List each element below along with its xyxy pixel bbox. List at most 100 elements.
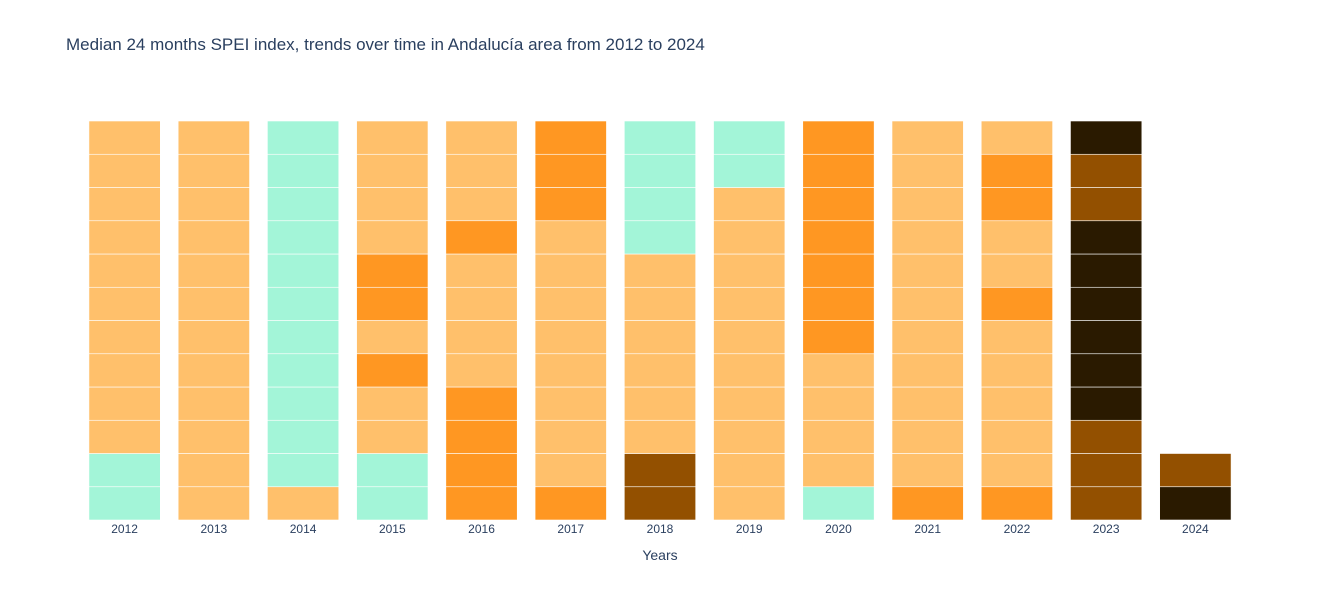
bar-segment-2021-4[interactable] [891,386,964,421]
bar-segment-2023-3[interactable] [1070,419,1143,454]
bar-segment-2013-2[interactable] [177,453,250,488]
bar-segment-2019-10[interactable] [713,187,786,222]
bar-segment-2017-1[interactable] [534,486,607,521]
bar-segment-2021-5[interactable] [891,353,964,388]
bar-segment-2020-9[interactable] [802,220,875,255]
bar-segment-2018-10[interactable] [624,187,696,222]
bar-segment-2023-11[interactable] [1070,153,1143,188]
bar-segment-2022-3[interactable] [980,419,1053,454]
bar-segment-2016-12[interactable] [445,120,518,155]
bar-segment-2019-7[interactable] [713,286,786,321]
bar-segment-2014-9[interactable] [267,220,340,255]
bar-segment-2019-1[interactable] [713,486,786,521]
bar-segment-2020-3[interactable] [802,419,875,454]
bar-segment-2017-11[interactable] [534,153,607,188]
bar-segment-2012-11[interactable] [88,153,161,188]
bar-segment-2013-6[interactable] [177,320,250,355]
bar-segment-2015-1[interactable] [356,486,429,521]
bar-segment-2019-5[interactable] [713,353,786,388]
bar-segment-2012-7[interactable] [88,286,161,321]
bar-segment-2016-1[interactable] [445,486,518,521]
bar-segment-2016-2[interactable] [445,453,518,488]
bar-segment-2020-12[interactable] [802,120,875,155]
bar-segment-2015-12[interactable] [356,120,429,155]
bar-segment-2020-2[interactable] [802,453,875,488]
bar-segment-2019-12[interactable] [713,120,786,155]
bar-segment-2012-9[interactable] [88,220,161,255]
bar-segment-2015-7[interactable] [356,286,429,321]
bar-segment-2018-8[interactable] [624,253,696,288]
bar-segment-2017-8[interactable] [534,253,607,288]
bar-segment-2013-1[interactable] [177,486,250,521]
bar-segment-2021-9[interactable] [891,220,964,255]
bar-segment-2013-8[interactable] [177,253,250,288]
bar-segment-2023-9[interactable] [1070,220,1143,255]
bar-segment-2012-12[interactable] [88,120,161,155]
bar-segment-2020-7[interactable] [802,286,875,321]
bar-segment-2018-4[interactable] [624,386,696,421]
bar-segment-2016-4[interactable] [445,386,518,421]
bar-segment-2013-9[interactable] [177,220,250,255]
bar-segment-2023-7[interactable] [1070,286,1143,321]
bar-segment-2014-2[interactable] [267,453,340,488]
bar-segment-2018-7[interactable] [624,286,696,321]
bar-segment-2016-5[interactable] [445,353,518,388]
bar-segment-2019-2[interactable] [713,453,786,488]
bar-segment-2018-2[interactable] [624,453,696,488]
bar-segment-2021-12[interactable] [891,120,964,155]
bar-segment-2016-6[interactable] [445,320,518,355]
bar-segment-2012-10[interactable] [88,187,161,222]
bar-segment-2018-1[interactable] [624,486,696,521]
bar-segment-2014-5[interactable] [267,353,340,388]
bar-segment-2017-3[interactable] [534,419,607,454]
bar-segment-2024-1[interactable] [1159,486,1232,521]
bar-segment-2012-4[interactable] [88,386,161,421]
bar-segment-2022-12[interactable] [980,120,1053,155]
bar-segment-2022-9[interactable] [980,220,1053,255]
bar-segment-2023-6[interactable] [1070,320,1143,355]
bar-segment-2016-11[interactable] [445,153,518,188]
bar-segment-2020-4[interactable] [802,386,875,421]
bar-segment-2013-10[interactable] [177,187,250,222]
bar-segment-2016-7[interactable] [445,286,518,321]
bar-segment-2015-5[interactable] [356,353,429,388]
bar-segment-2019-6[interactable] [713,320,786,355]
bar-segment-2019-11[interactable] [713,153,786,188]
bar-segment-2017-2[interactable] [534,453,607,488]
bar-segment-2022-7[interactable] [980,286,1053,321]
bar-segment-2020-5[interactable] [802,353,875,388]
bar-segment-2012-8[interactable] [88,253,161,288]
bar-segment-2014-8[interactable] [267,253,340,288]
bar-segment-2016-9[interactable] [445,220,518,255]
bar-segment-2014-6[interactable] [267,320,340,355]
bar-segment-2017-6[interactable] [534,320,607,355]
bar-segment-2018-3[interactable] [624,419,696,454]
bar-segment-2022-4[interactable] [980,386,1053,421]
bar-segment-2014-3[interactable] [267,419,340,454]
bar-segment-2015-10[interactable] [356,187,429,222]
bar-segment-2015-3[interactable] [356,419,429,454]
bar-segment-2023-8[interactable] [1070,253,1143,288]
bar-segment-2015-9[interactable] [356,220,429,255]
bar-segment-2023-10[interactable] [1070,187,1143,222]
bar-segment-2019-3[interactable] [713,419,786,454]
bar-segment-2023-5[interactable] [1070,353,1143,388]
bar-segment-2022-11[interactable] [980,153,1053,188]
bar-segment-2014-11[interactable] [267,153,340,188]
bar-segment-2018-12[interactable] [624,120,696,155]
bar-segment-2016-8[interactable] [445,253,518,288]
bar-segment-2012-1[interactable] [88,486,161,521]
bar-segment-2019-9[interactable] [713,220,786,255]
bar-segment-2021-1[interactable] [891,486,964,521]
bar-segment-2022-10[interactable] [980,187,1053,222]
bar-segment-2023-4[interactable] [1070,386,1143,421]
bar-segment-2013-12[interactable] [177,120,250,155]
bar-segment-2019-8[interactable] [713,253,786,288]
bar-segment-2017-4[interactable] [534,386,607,421]
bar-segment-2015-8[interactable] [356,253,429,288]
bar-segment-2021-11[interactable] [891,153,964,188]
bar-segment-2013-7[interactable] [177,286,250,321]
bar-segment-2013-11[interactable] [177,153,250,188]
bar-segment-2016-10[interactable] [445,187,518,222]
bar-segment-2016-3[interactable] [445,419,518,454]
